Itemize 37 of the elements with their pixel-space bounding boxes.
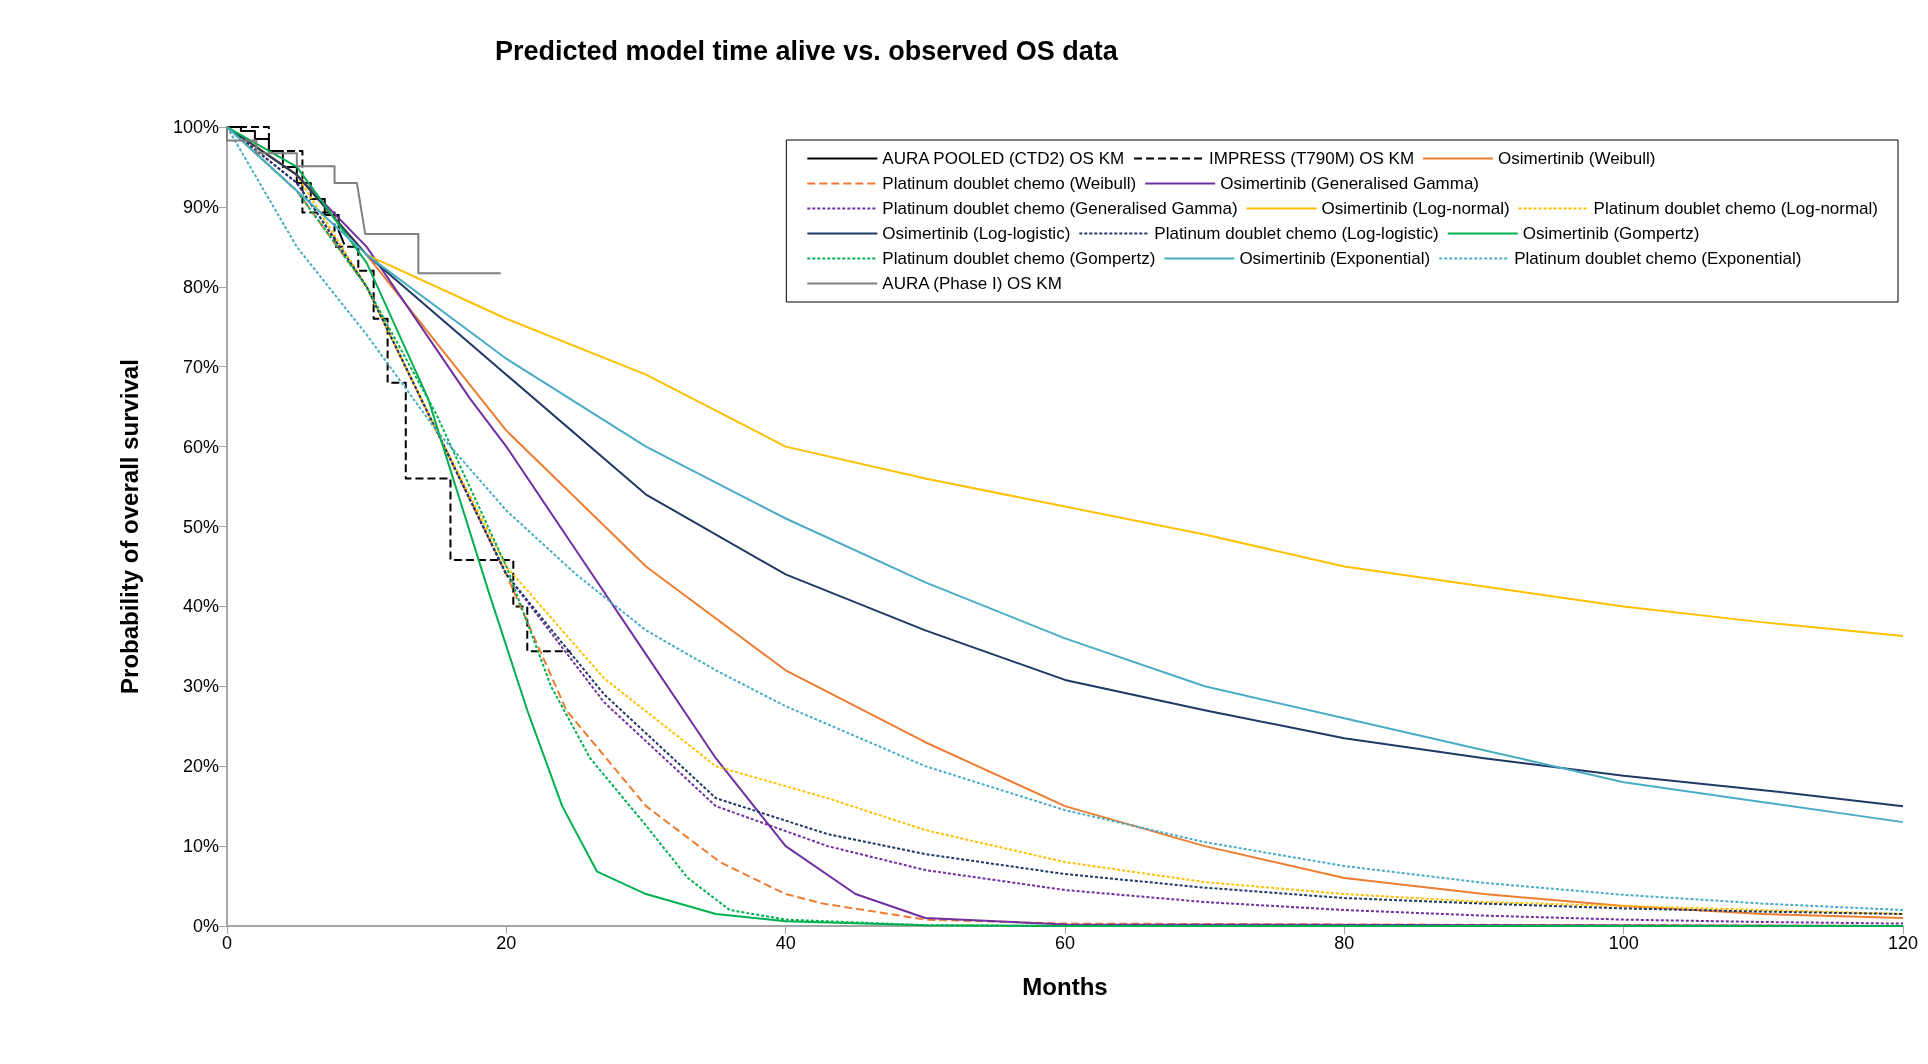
y-tick-label: 100% bbox=[172, 117, 219, 137]
y-tick-label: 50% bbox=[182, 516, 219, 537]
y-axis-title: Probability of overall survival bbox=[115, 359, 143, 694]
legend-label: Platinum doublet chemo (Log-normal) bbox=[1593, 199, 1878, 218]
y-tick-label: 0% bbox=[192, 916, 219, 936]
legend-label: Osimertinib (Log-normal) bbox=[1321, 199, 1510, 218]
legend-label: AURA (Phase I) OS KM bbox=[882, 274, 1062, 293]
legend-label: Platinum doublet chemo (Generalised Gamma) bbox=[882, 199, 1238, 218]
x-tick-label: 120 bbox=[1887, 933, 1919, 953]
legend-label: Osimertinib (Log-logistic) bbox=[882, 224, 1071, 243]
x-tick-label: 80 bbox=[1334, 933, 1355, 953]
y-tick-label: 60% bbox=[182, 436, 219, 457]
y-tick-label: 20% bbox=[182, 756, 219, 777]
y-tick-label: 80% bbox=[182, 276, 219, 297]
chart-title: Predicted model time alive vs. observed OS data bbox=[495, 35, 1119, 66]
legend-label: Platinum doublet chemo (Gompertz) bbox=[882, 249, 1156, 268]
legend-label: Osimertinib (Weibull) bbox=[1498, 149, 1656, 168]
x-tick-label: 20 bbox=[496, 933, 517, 953]
legend-label: Platinum doublet chemo (Log-logistic) bbox=[1154, 224, 1439, 243]
x-axis-title: Months bbox=[1022, 972, 1108, 1000]
x-tick-label: 0 bbox=[221, 933, 233, 953]
y-tick-label: 30% bbox=[182, 676, 219, 697]
x-tick-label: 60 bbox=[1054, 933, 1076, 953]
y-tick-label: 40% bbox=[182, 596, 219, 617]
y-tick-label: 90% bbox=[182, 196, 219, 217]
legend-label: AURA POOLED (CTD2) OS KM bbox=[882, 149, 1125, 168]
legend-label: Osimertinib (Gompertz) bbox=[1522, 224, 1700, 243]
x-tick-label: 100 bbox=[1608, 933, 1639, 953]
y-tick-label: 10% bbox=[182, 836, 219, 857]
legend-label: IMPRESS (T790M) OS KM bbox=[1209, 149, 1415, 168]
legend-label: Platinum doublet chemo (Weibull) bbox=[882, 174, 1137, 193]
legend-label: Platinum doublet chemo (Exponential) bbox=[1514, 249, 1802, 268]
legend-label: Osimertinib (Exponential) bbox=[1239, 249, 1431, 268]
legend-label: Osimertinib (Generalised Gamma) bbox=[1220, 174, 1480, 193]
line-series bbox=[226, 126, 502, 275]
y-tick-label: 70% bbox=[182, 356, 219, 377]
x-tick-label: 40 bbox=[775, 933, 796, 953]
